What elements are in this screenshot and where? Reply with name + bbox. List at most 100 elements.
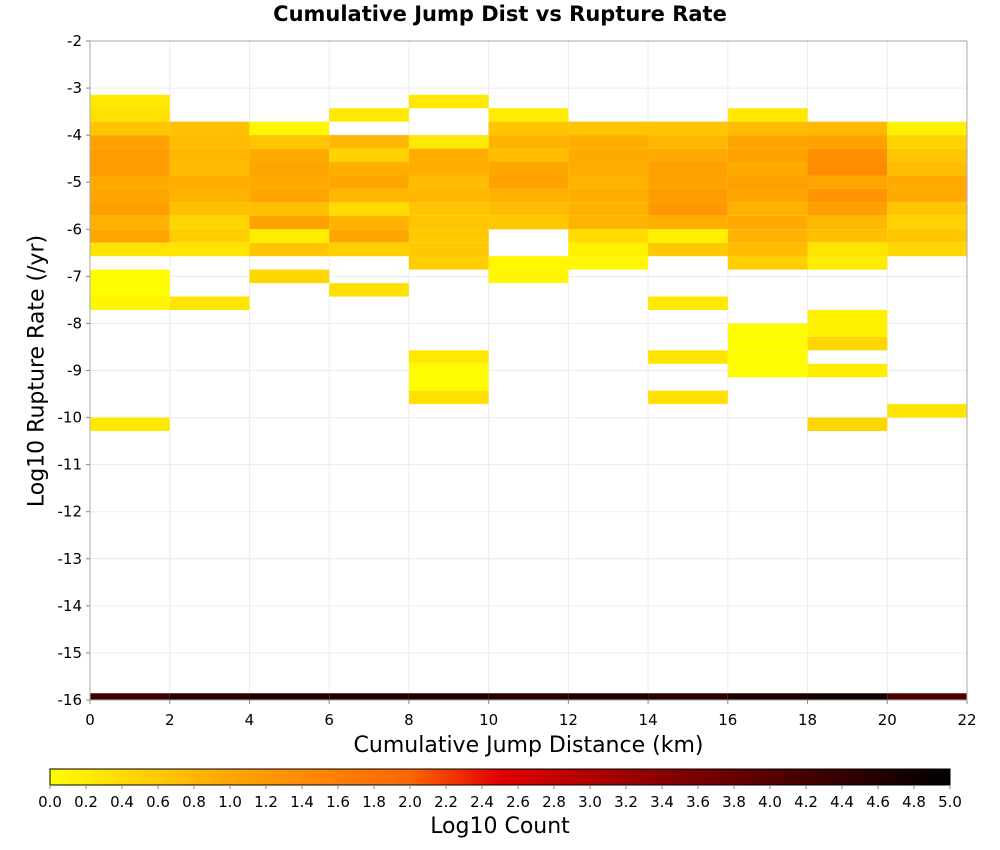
heatmap-cell xyxy=(648,188,728,203)
heatmap-cell xyxy=(568,215,649,230)
heatmap-cell xyxy=(488,162,569,176)
heatmap-cell xyxy=(807,162,888,176)
heatmap-cell xyxy=(90,108,170,122)
heatmap-cell xyxy=(249,693,330,700)
x-tick-label: 18 xyxy=(798,711,817,729)
colorbar-tick-label: 3.2 xyxy=(614,793,638,811)
heatmap-cell xyxy=(408,363,489,378)
heatmap-cell xyxy=(648,693,728,700)
colorbar-tick-label: 1.2 xyxy=(254,793,278,811)
heatmap-cell xyxy=(807,135,888,149)
x-tick-label: 20 xyxy=(878,711,897,729)
colorbar-tick-label: 3.6 xyxy=(686,793,710,811)
heatmap-cell xyxy=(408,202,489,216)
heatmap-cell xyxy=(249,135,330,149)
heatmap-cell xyxy=(408,215,489,230)
heatmap-cell xyxy=(488,188,569,203)
heatmap-cell xyxy=(90,188,170,203)
axis-ticks: 0 2 4 6 8 10 12 14 16 18 20 22 -2 -3 -4 -5 -6 -7 -8 -9 -10 -1… xyxy=(58,32,977,729)
y-tick-label: -5 xyxy=(67,173,82,191)
heatmap-cell xyxy=(887,693,967,700)
heatmap-cell xyxy=(807,148,888,163)
heatmap-cell xyxy=(648,202,728,216)
heatmap-cell xyxy=(169,175,250,189)
heatmap-cell xyxy=(249,121,330,136)
heatmap-cell xyxy=(488,256,569,270)
y-tick-label: -13 xyxy=(58,550,83,568)
heatmap-cell xyxy=(329,135,409,149)
heatmap-cell xyxy=(90,296,170,310)
colorbar-tick-label: 0.4 xyxy=(110,793,134,811)
heatmap-cell xyxy=(90,121,170,136)
heatmap-cell xyxy=(329,242,409,257)
colorbar-label: Log10 Count xyxy=(430,814,570,839)
heatmap-cell xyxy=(169,296,250,310)
x-tick-label: 10 xyxy=(479,711,498,729)
y-tick-label: -12 xyxy=(58,503,83,521)
heatmap-cell xyxy=(169,229,250,243)
heatmap-cell xyxy=(169,135,250,149)
heatmap-cell xyxy=(727,215,808,230)
heatmap-cell xyxy=(568,256,649,270)
y-tick-label: -10 xyxy=(58,409,83,427)
x-tick-label: 6 xyxy=(324,711,334,729)
heatmap-cell xyxy=(488,175,569,189)
heatmap-cell xyxy=(408,390,489,405)
heatmap-cell xyxy=(568,148,649,163)
heatmap-cell xyxy=(408,135,489,149)
heatmap-cell xyxy=(807,336,888,351)
colorbar-tick-label: 1.8 xyxy=(362,793,386,811)
heatmap-cell xyxy=(169,148,250,163)
heatmap-cell xyxy=(329,215,409,230)
heatmap-cell xyxy=(727,336,808,351)
y-tick-label: -11 xyxy=(58,456,83,474)
y-axis-label: Log10 Rupture Rate (/yr) xyxy=(24,234,50,508)
heatmap-cell xyxy=(329,202,409,216)
heatmap-cell xyxy=(807,229,888,243)
colorbar-tick-label: 5.0 xyxy=(938,793,962,811)
colorbar-tick-label: 0.2 xyxy=(74,793,98,811)
heatmap-cell xyxy=(568,242,649,257)
heatmap-cell xyxy=(408,693,489,700)
heatmap-cell xyxy=(329,229,409,243)
heatmap-cell xyxy=(169,188,250,203)
heatmap-cell xyxy=(727,108,808,122)
heatmap-cell xyxy=(807,309,888,324)
heatmap-cell xyxy=(568,229,649,243)
colorbar-tick-label: 1.6 xyxy=(326,793,350,811)
heatmap-cell xyxy=(90,94,170,109)
heatmap-cell xyxy=(887,229,967,243)
heatmap-cell xyxy=(408,175,489,189)
heatmap-cell xyxy=(727,256,808,270)
colorbar-tick-label: 2.0 xyxy=(398,793,422,811)
heatmap-cell xyxy=(249,175,330,189)
heatmap-cell xyxy=(90,229,170,243)
heatmap-cell xyxy=(90,283,170,297)
colorbar-tick-label: 4.8 xyxy=(902,793,926,811)
heatmap-cell xyxy=(648,121,728,136)
y-tick-label: -16 xyxy=(58,691,83,709)
x-tick-label: 8 xyxy=(404,711,414,729)
colorbar xyxy=(49,768,951,786)
colorbar-tick-label: 3.8 xyxy=(722,793,746,811)
heatmap-cell xyxy=(648,229,728,243)
colorbar-tick-label: 4.4 xyxy=(830,793,854,811)
heatmap-cell xyxy=(648,350,728,364)
heatmap-cell xyxy=(90,693,170,700)
heatmap-cell xyxy=(90,135,170,149)
y-tick-label: -14 xyxy=(58,597,83,615)
heatmap-cell xyxy=(408,350,489,364)
heatmap-cell xyxy=(90,162,170,176)
heatmap-cell xyxy=(807,256,888,270)
heatmap-cell xyxy=(648,162,728,176)
heatmap-cell xyxy=(329,148,409,163)
heatmap-cell xyxy=(648,135,728,149)
colorbar-tick-label: 0.6 xyxy=(146,793,170,811)
heatmap-cell xyxy=(648,148,728,163)
heatmap-cell xyxy=(887,215,967,230)
heatmap-cell xyxy=(568,135,649,149)
heatmap-cell xyxy=(329,175,409,189)
heatmap-cell xyxy=(329,108,409,122)
colorbar-tick-label: 1.4 xyxy=(290,793,314,811)
